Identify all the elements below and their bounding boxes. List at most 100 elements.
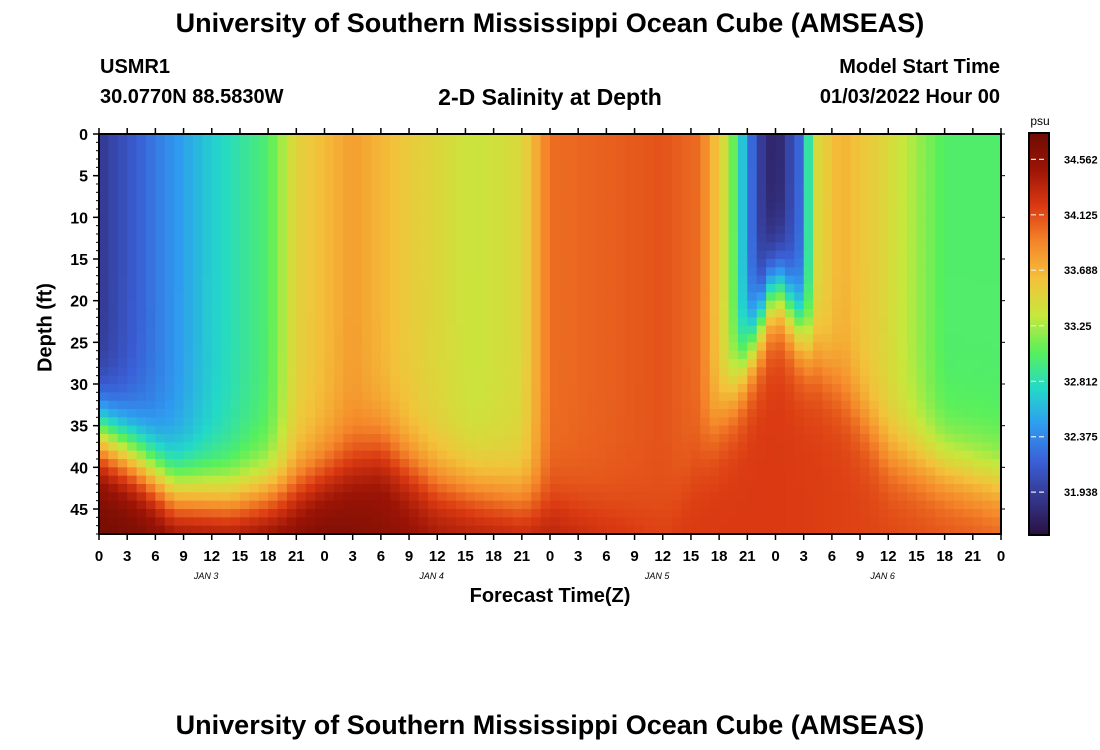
heatmap-cell bbox=[784, 450, 795, 460]
heatmap-cell bbox=[850, 475, 861, 485]
heatmap-cell bbox=[935, 400, 946, 410]
heatmap-cell bbox=[625, 259, 636, 268]
heatmap-cell bbox=[578, 367, 589, 377]
heatmap-cell bbox=[333, 334, 344, 343]
heatmap-cell bbox=[333, 159, 344, 168]
heatmap-cell bbox=[991, 134, 1002, 143]
heatmap-cell bbox=[709, 150, 720, 160]
heatmap-cell bbox=[380, 259, 391, 268]
heatmap-cell bbox=[324, 134, 335, 143]
heatmap-cell bbox=[803, 150, 814, 160]
heatmap-cell bbox=[305, 417, 316, 427]
heatmap-cell bbox=[399, 134, 410, 143]
heatmap-cell bbox=[756, 450, 767, 460]
heatmap-cell bbox=[907, 200, 918, 210]
heatmap-cell bbox=[183, 334, 194, 343]
heatmap-cell bbox=[794, 225, 805, 235]
heatmap-cell bbox=[239, 150, 250, 160]
heatmap-cell bbox=[484, 392, 495, 402]
heatmap-cell bbox=[296, 517, 307, 527]
heatmap-cell bbox=[211, 250, 222, 260]
heatmap-cell bbox=[503, 367, 514, 377]
heatmap-cell bbox=[850, 492, 861, 502]
heatmap-cell bbox=[775, 134, 786, 143]
heatmap-cell bbox=[578, 192, 589, 202]
heatmap-cell bbox=[681, 459, 692, 468]
heatmap-cell bbox=[145, 450, 156, 460]
heatmap-cell bbox=[625, 375, 636, 385]
heatmap-cell bbox=[897, 134, 908, 143]
heatmap-cell bbox=[446, 267, 457, 277]
heatmap-cell bbox=[625, 525, 636, 535]
heatmap-cell bbox=[578, 209, 589, 218]
heatmap-cell bbox=[315, 450, 326, 460]
heatmap-cell bbox=[784, 492, 795, 502]
heatmap-cell bbox=[700, 167, 711, 177]
heatmap-cell bbox=[155, 325, 166, 335]
heatmap-cell bbox=[756, 375, 767, 385]
heatmap-cell bbox=[681, 300, 692, 310]
heatmap-cell bbox=[108, 350, 119, 360]
heatmap-cell bbox=[521, 309, 532, 318]
heatmap-cell bbox=[925, 484, 936, 493]
heatmap-cell bbox=[183, 325, 194, 335]
heatmap-cell bbox=[446, 259, 457, 268]
heatmap-cell bbox=[333, 359, 344, 368]
heatmap-cell bbox=[944, 392, 955, 402]
heatmap-cell bbox=[315, 259, 326, 268]
heatmap-cell bbox=[972, 459, 983, 468]
heatmap-cell bbox=[437, 384, 448, 393]
heatmap-cell bbox=[268, 342, 279, 352]
heatmap-cell bbox=[690, 142, 701, 152]
heatmap-cell bbox=[831, 217, 842, 227]
heatmap-cell bbox=[775, 509, 786, 518]
heatmap-cell bbox=[296, 159, 307, 168]
heatmap-cell bbox=[465, 367, 476, 377]
heatmap-cell bbox=[559, 192, 570, 202]
heatmap-cell bbox=[550, 425, 560, 435]
heatmap-cell bbox=[606, 325, 617, 335]
heatmap-cell bbox=[211, 384, 222, 393]
heatmap-cell bbox=[662, 517, 673, 527]
heatmap-cell bbox=[305, 159, 316, 168]
heatmap-cell bbox=[944, 267, 955, 277]
heatmap-cell bbox=[268, 517, 279, 527]
heatmap-cell bbox=[596, 200, 607, 210]
heatmap-cell bbox=[315, 192, 326, 202]
heatmap-cell bbox=[465, 267, 476, 277]
heatmap-cell bbox=[568, 317, 579, 327]
heatmap-cell bbox=[766, 467, 777, 477]
heatmap-cell bbox=[925, 417, 936, 427]
heatmap-cell bbox=[437, 192, 448, 202]
heatmap-cell bbox=[963, 242, 974, 252]
heatmap-cell bbox=[963, 275, 974, 285]
heatmap-cell bbox=[343, 342, 354, 352]
heatmap-cell bbox=[540, 134, 551, 143]
heatmap-cell bbox=[982, 509, 993, 518]
heatmap-cell bbox=[869, 309, 880, 318]
heatmap-cell bbox=[174, 325, 185, 335]
heatmap-cell bbox=[531, 225, 542, 235]
heatmap-cell bbox=[831, 259, 842, 268]
heatmap-cell bbox=[427, 209, 438, 218]
heatmap-cell bbox=[493, 217, 504, 227]
heatmap-cell bbox=[813, 492, 824, 502]
heatmap-cell bbox=[794, 192, 805, 202]
heatmap-cell bbox=[503, 192, 514, 202]
heatmap-cell bbox=[155, 442, 166, 452]
heatmap-cell bbox=[860, 217, 871, 227]
heatmap-cell bbox=[296, 459, 307, 468]
heatmap-cell bbox=[653, 367, 664, 377]
heatmap-cell bbox=[239, 175, 250, 185]
heatmap-cell bbox=[521, 167, 532, 177]
heatmap-cell bbox=[258, 250, 269, 260]
heatmap-cell bbox=[333, 475, 344, 485]
heatmap-cell bbox=[399, 442, 410, 452]
heatmap-cell bbox=[625, 517, 636, 527]
heatmap-cell bbox=[390, 200, 401, 210]
heatmap-cell bbox=[324, 459, 335, 468]
heatmap-cell bbox=[672, 159, 683, 168]
heatmap-cell bbox=[127, 375, 138, 385]
heatmap-cell bbox=[681, 309, 692, 318]
heatmap-cell bbox=[963, 350, 974, 360]
